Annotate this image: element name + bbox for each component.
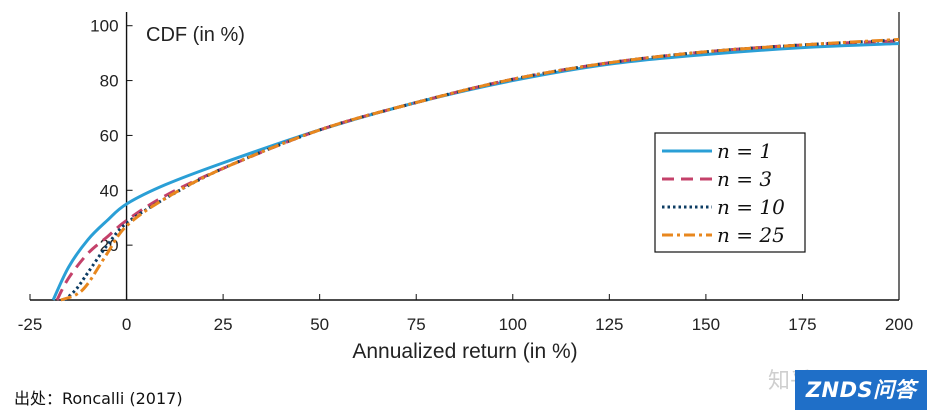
legend-label: n = 1	[717, 139, 772, 163]
x-tick-label: 200	[885, 315, 913, 334]
x-tick-label: 125	[595, 315, 623, 334]
y-tick-label: 60	[100, 126, 119, 145]
legend-label: n = 25	[717, 223, 785, 247]
legend-label: n = 10	[717, 195, 785, 219]
x-tick-label: -25	[18, 315, 43, 334]
source-caption: 出处：Roncalli (2017)	[14, 389, 183, 408]
x-tick-label: 75	[407, 315, 426, 334]
x-tick-label: 50	[310, 315, 329, 334]
x-tick-label: 150	[692, 315, 720, 334]
brand-badge: ZNDS问答	[795, 370, 927, 410]
legend-box	[654, 132, 806, 253]
x-tick-label: 100	[499, 315, 527, 334]
x-tick-label: 175	[788, 315, 816, 334]
chart-title: CDF (in %)	[146, 24, 245, 46]
y-tick-label: 100	[90, 17, 118, 36]
series-line-4	[60, 37, 900, 302]
y-tick-label: 40	[100, 181, 119, 200]
x-axis-label: Annualized return (in %)	[352, 340, 577, 363]
x-tick-label: 25	[214, 315, 233, 334]
legend-label: n = 3	[717, 167, 772, 191]
series-line-2	[55, 39, 900, 301]
x-tick-label: 0	[122, 315, 131, 334]
y-tick-label: 80	[100, 72, 119, 91]
